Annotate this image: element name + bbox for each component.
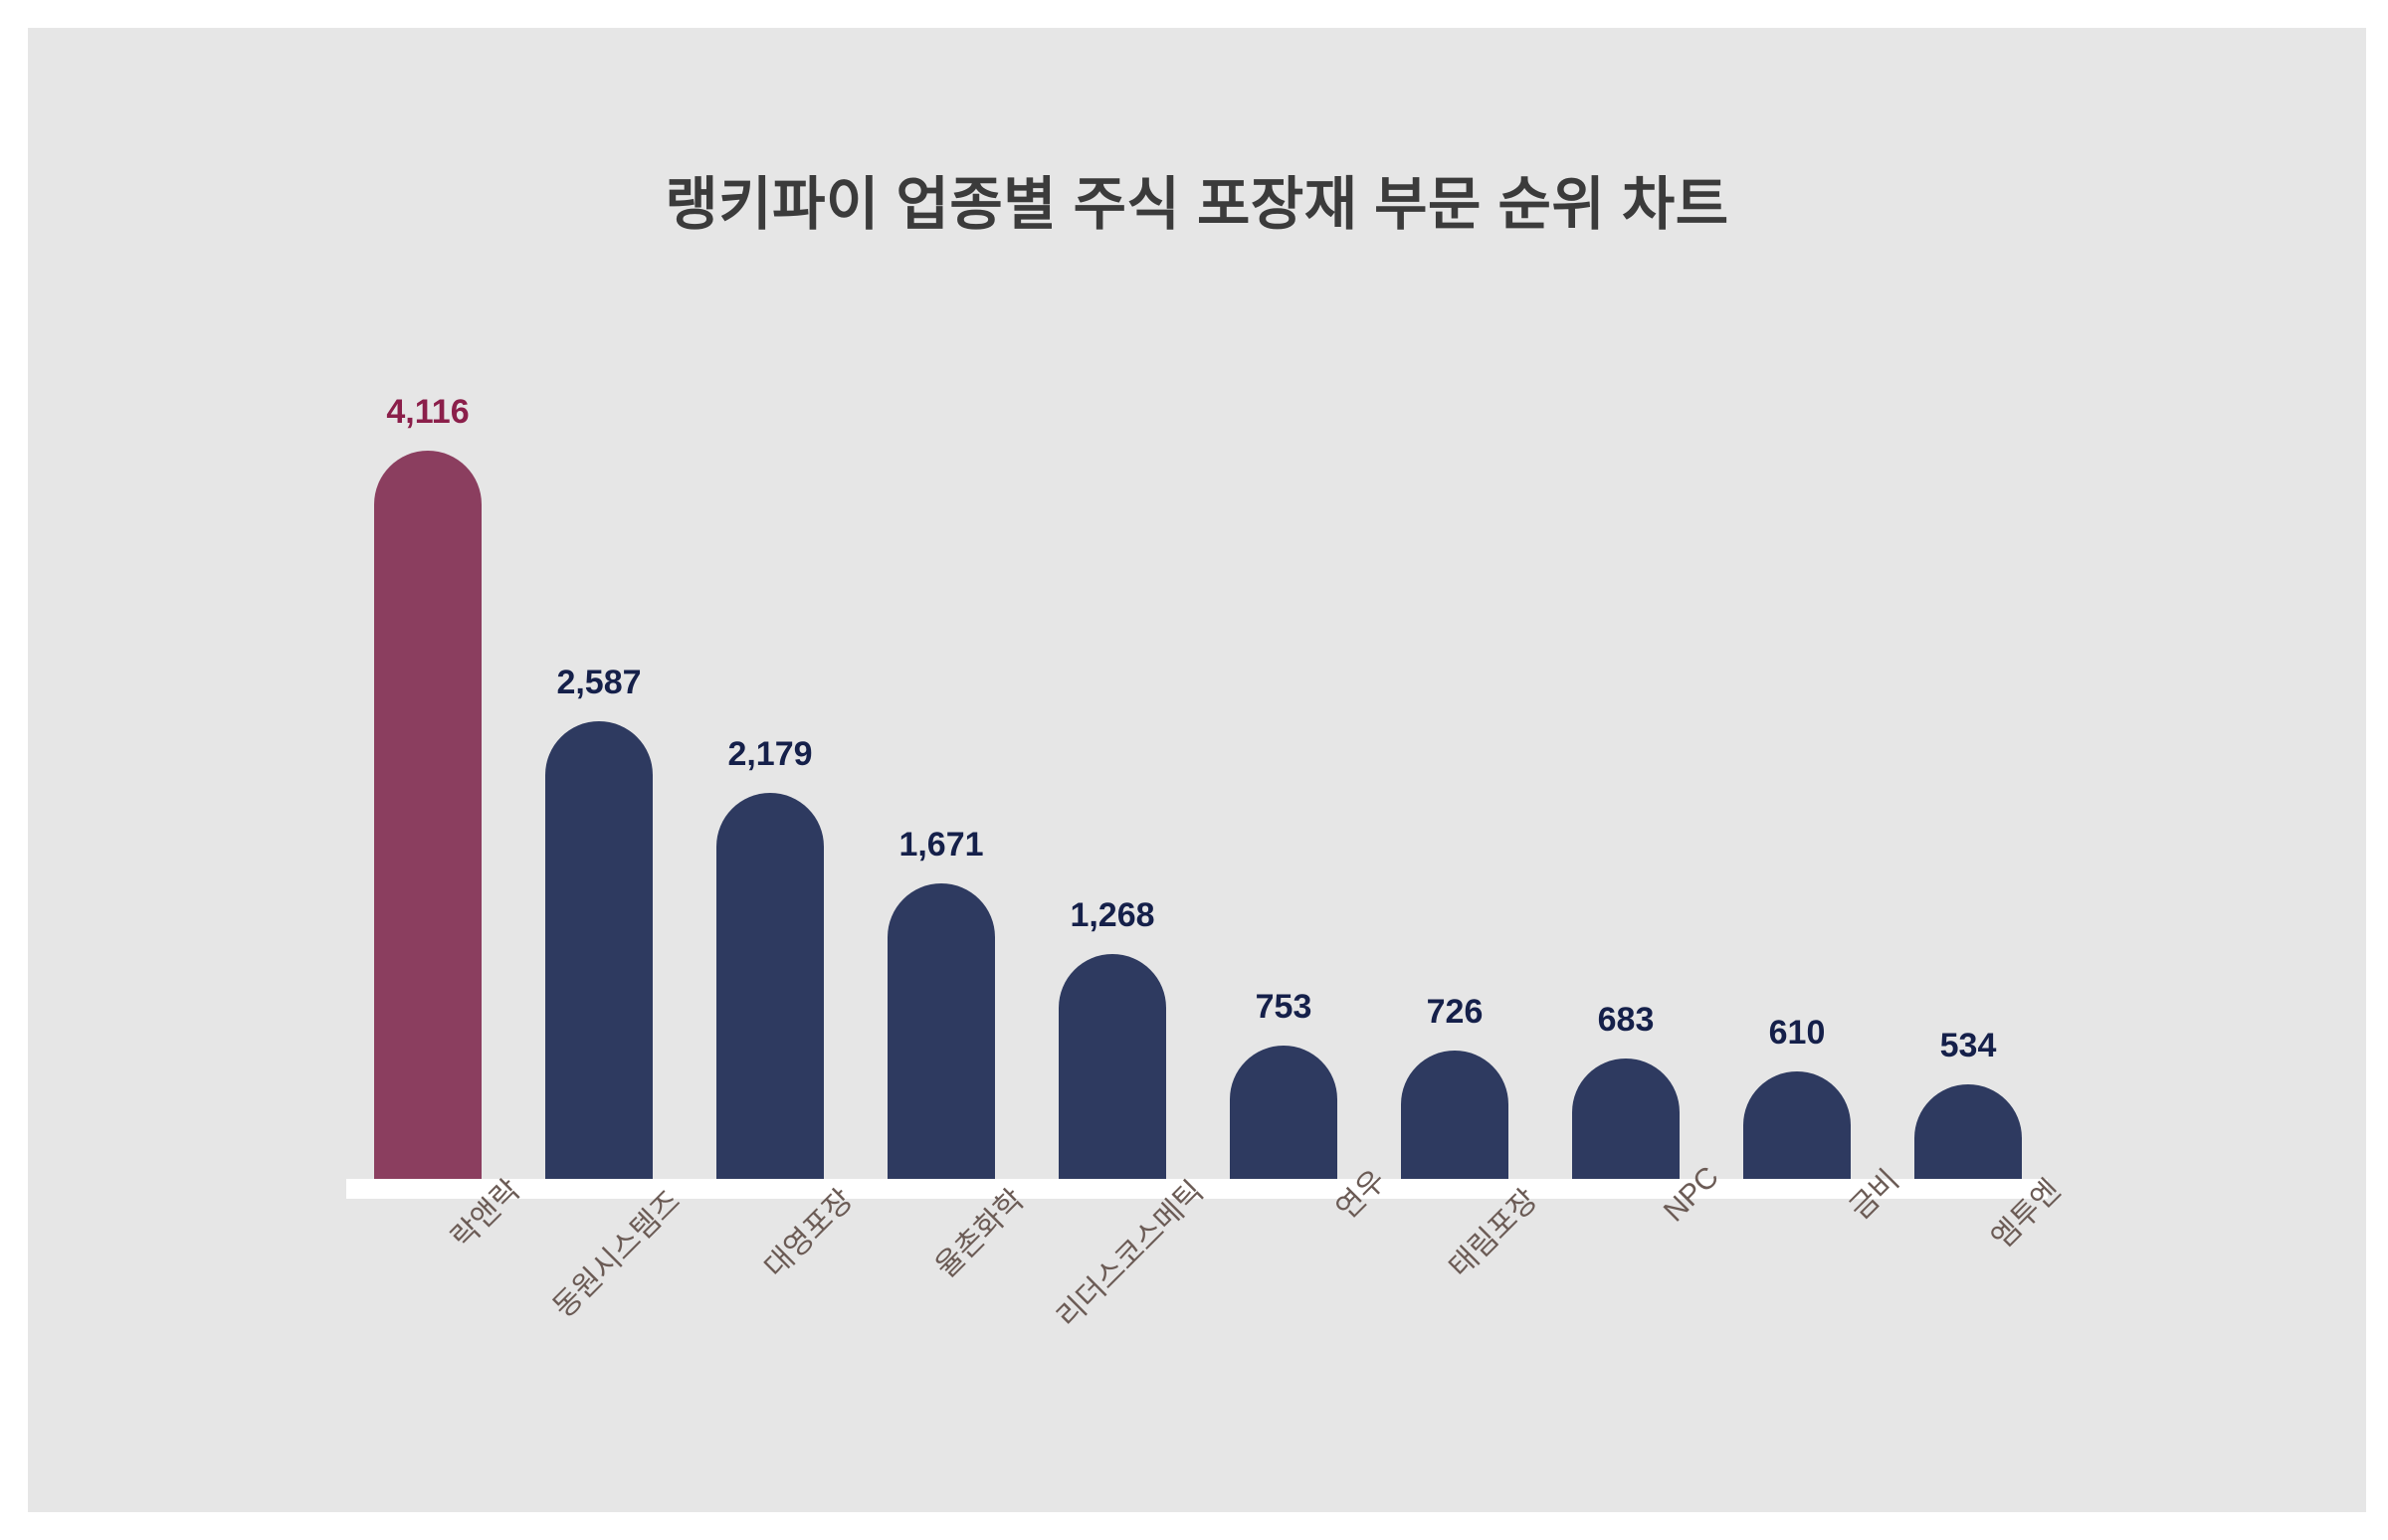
bar-group: 2,179 대영포장 <box>700 28 860 1512</box>
bar-value-label: 1,671 <box>898 826 984 864</box>
x-axis-category-label-text: 율촌화학 <box>929 1183 1031 1284</box>
x-axis-category-label: 엠투엔 <box>1919 1174 2068 1317</box>
bar-group: 4,116 락앤락 <box>358 28 526 1512</box>
bar[interactable] <box>1401 1051 1508 1179</box>
chart-panel: 랭키파이 업종별 주식 포장재 부문 순위 차트 4,116 락앤락 2,587 동원… <box>28 28 2366 1512</box>
x-axis-category-label-text: 리더스코스메틱 <box>1051 1175 1211 1335</box>
bar-value-label: 726 <box>1426 993 1484 1031</box>
bar[interactable] <box>888 883 995 1179</box>
x-axis-category-label: 락앤락 <box>379 1174 527 1317</box>
bar-group: 753 연우 <box>1214 28 1392 1512</box>
plot-area: 4,116 락앤락 2,587 동원시스템즈 2,179 대영포장 1,671 율촌화학 1,2… <box>28 28 2366 1512</box>
bar-value-label: 753 <box>1255 988 1312 1026</box>
x-axis-category-label-text: 동원시스템즈 <box>546 1184 688 1325</box>
bar-group: 726 태림포장 <box>1385 28 1544 1512</box>
x-axis-category-label-text: 태림포장 <box>1443 1183 1544 1284</box>
bar-group: 683 NPC <box>1556 28 1725 1512</box>
bar-value-label: 1,268 <box>1070 896 1155 934</box>
bar[interactable] <box>1059 954 1166 1179</box>
bar-value-label: 610 <box>1768 1014 1826 1052</box>
bar-group: 610 금비 <box>1727 28 1905 1512</box>
bar-value-label: 2,587 <box>556 664 642 701</box>
bar[interactable] <box>716 793 824 1179</box>
x-axis-category-label-text: 대영포장 <box>758 1183 860 1284</box>
bar[interactable] <box>1572 1059 1680 1179</box>
bar[interactable] <box>545 721 653 1179</box>
bar-value-label: 4,116 <box>386 393 470 431</box>
bar-value-label: 683 <box>1597 1001 1655 1039</box>
bar[interactable] <box>1743 1071 1851 1179</box>
bar-value-label: 2,179 <box>727 735 813 773</box>
x-axis-category-label: 태림포장 <box>1406 1183 1543 1317</box>
axis-baseline <box>346 1179 2048 1199</box>
page-title: 랭키파이 업종별 주식 포장재 부문 순위 차트 <box>665 172 1729 237</box>
x-axis-category-label: 금비 <box>1748 1164 1905 1317</box>
x-axis-category-label: 대영포장 <box>721 1183 859 1317</box>
bar-value-label: 534 <box>1939 1027 1997 1064</box>
bar-group: 1,268 리더스코스메틱 <box>1043 28 1210 1512</box>
x-axis-category-label: 연우 <box>1235 1164 1392 1317</box>
x-axis-category-label: NPC <box>1577 1160 1725 1310</box>
x-axis-category-label: 율촌화학 <box>893 1183 1030 1317</box>
x-axis-category-label-text: 엠투엔 <box>1985 1173 2068 1255</box>
bar[interactable] <box>1914 1084 2022 1179</box>
x-axis-category-label: 동원시스템즈 <box>547 1185 687 1324</box>
bar[interactable] <box>374 451 482 1179</box>
bar[interactable] <box>1230 1046 1337 1179</box>
bar-group: 2,587 동원시스템즈 <box>529 28 687 1512</box>
x-axis-category-label: 리더스코스메틱 <box>1051 1175 1210 1334</box>
bar-group: 534 엠투엔 <box>1898 28 2067 1512</box>
bar-group: 1,671 율촌화학 <box>872 28 1031 1512</box>
